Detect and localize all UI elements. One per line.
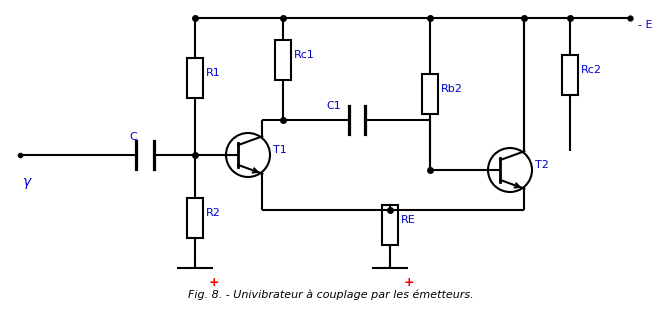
Text: γ: γ [23,175,31,189]
Text: +: + [404,276,414,289]
Text: Rc1: Rc1 [294,50,315,60]
Bar [382,205,398,245]
Bar [187,198,203,238]
Bar [562,55,578,95]
Bar [187,58,203,98]
Bar [275,40,291,80]
Text: C1: C1 [326,101,341,111]
Text: C: C [129,132,137,142]
Text: - E: - E [638,20,652,30]
Text: Rb2: Rb2 [441,84,463,94]
Bar [422,74,438,114]
Text: R1: R1 [206,68,221,78]
Text: RE: RE [401,215,416,225]
Text: R2: R2 [206,208,221,218]
Text: Fig. 8. - Univibrateur à couplage par les émetteurs.: Fig. 8. - Univibrateur à couplage par le… [188,290,474,300]
Text: T1: T1 [273,145,287,155]
Text: T2: T2 [535,160,549,170]
Text: +: + [209,276,219,289]
Text: Rc2: Rc2 [581,65,602,75]
